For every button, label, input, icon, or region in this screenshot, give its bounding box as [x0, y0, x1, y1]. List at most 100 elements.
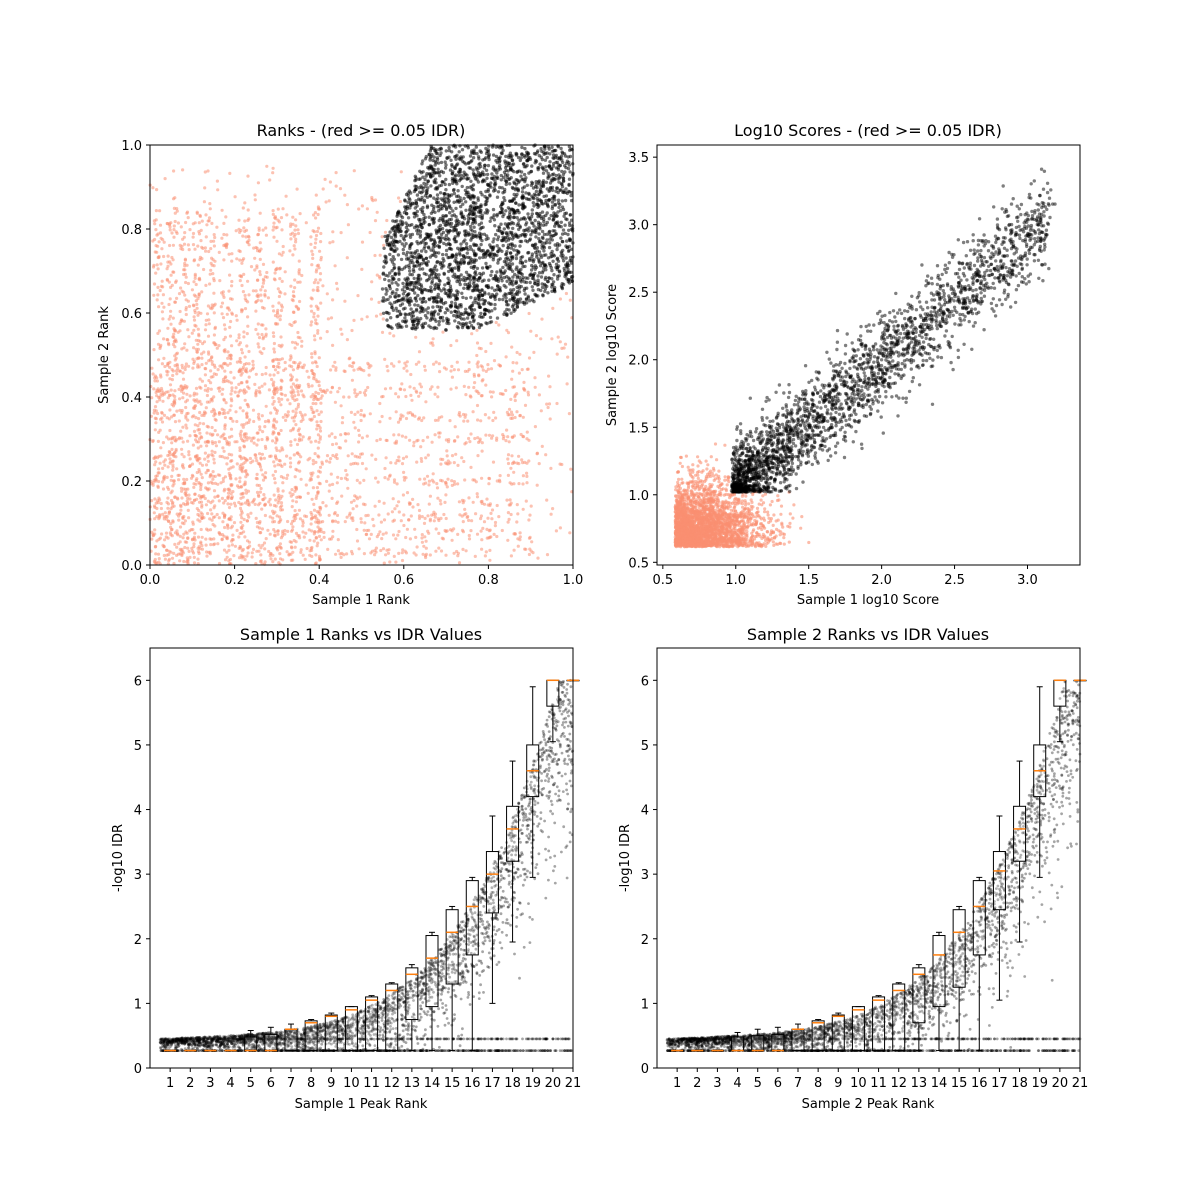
failing-point	[154, 209, 158, 213]
failing-point	[562, 346, 566, 350]
passing-point	[484, 321, 488, 325]
failing-point	[200, 290, 204, 294]
failing-point	[315, 427, 319, 431]
failing-point	[406, 411, 410, 415]
failing-point	[175, 372, 179, 376]
failing-point	[392, 364, 396, 368]
failing-point	[267, 549, 271, 554]
failing-point	[165, 475, 169, 479]
failing-point	[283, 270, 287, 274]
failing-point	[184, 280, 188, 285]
failing-point	[378, 437, 382, 441]
passing-point	[422, 200, 427, 204]
failing-point	[271, 439, 275, 443]
failing-point	[223, 437, 227, 441]
failing-point	[331, 442, 335, 447]
failing-point	[151, 439, 155, 444]
failing-point	[426, 514, 430, 518]
failing-point	[476, 360, 480, 364]
failing-point	[187, 450, 191, 454]
failing-point	[370, 197, 374, 201]
failing-point	[167, 549, 171, 553]
failing-point	[195, 507, 199, 511]
passing-point	[411, 201, 415, 205]
passing-point	[476, 247, 481, 251]
failing-point	[257, 345, 261, 349]
failing-point	[158, 288, 162, 293]
failing-point	[278, 266, 282, 270]
failing-point	[513, 415, 517, 420]
failing-point	[245, 240, 249, 244]
failing-point	[242, 388, 246, 392]
failing-point	[480, 501, 484, 505]
failing-point	[277, 431, 281, 435]
failing-point	[281, 244, 285, 249]
failing-point	[277, 252, 281, 256]
failing-point	[175, 545, 179, 549]
failing-point	[419, 385, 423, 389]
failing-point	[346, 454, 350, 458]
passing-point	[495, 270, 499, 274]
failing-point	[335, 501, 339, 505]
passing-point	[413, 184, 417, 188]
failing-point	[307, 437, 311, 441]
passing-point	[537, 179, 541, 183]
failing-point	[290, 298, 294, 302]
failing-point	[457, 561, 462, 565]
failing-point	[184, 306, 188, 310]
failing-point	[321, 284, 325, 288]
failing-point	[311, 486, 315, 490]
failing-point	[333, 264, 337, 268]
failing-point	[179, 429, 183, 433]
failing-point	[179, 486, 183, 490]
failing-point	[209, 537, 213, 541]
failing-point	[353, 494, 357, 498]
failing-point	[166, 485, 170, 489]
failing-point	[263, 289, 267, 293]
passing-point	[465, 316, 470, 320]
failing-point	[374, 314, 379, 318]
failing-point	[223, 423, 227, 427]
failing-point	[163, 557, 167, 561]
failing-point	[242, 555, 246, 559]
failing-point	[214, 418, 218, 422]
failing-point	[274, 267, 278, 271]
failing-point	[202, 410, 207, 414]
failing-point	[533, 425, 538, 429]
failing-point	[179, 508, 183, 512]
failing-point	[467, 533, 471, 538]
failing-point	[261, 281, 265, 285]
failing-point	[424, 552, 428, 557]
failing-point	[294, 485, 298, 489]
failing-point	[238, 356, 242, 361]
failing-point	[325, 388, 329, 392]
failing-point	[205, 400, 209, 404]
failing-point	[336, 538, 340, 542]
failing-point	[242, 226, 246, 230]
failing-point	[454, 386, 458, 390]
failing-point	[537, 462, 541, 466]
failing-point	[419, 457, 423, 461]
passing-point	[536, 203, 540, 207]
failing-point	[386, 477, 390, 481]
passing-point	[454, 219, 458, 223]
failing-point	[314, 402, 318, 406]
failing-point	[260, 332, 264, 337]
failing-point	[273, 557, 277, 561]
failing-point	[215, 179, 219, 183]
failing-point	[151, 483, 155, 487]
ranks-title: Ranks - (red >= 0.05 IDR)	[257, 121, 466, 140]
failing-point	[191, 520, 195, 524]
failing-point	[285, 476, 289, 480]
failing-point	[506, 331, 511, 335]
passing-point	[526, 158, 530, 162]
passing-point	[471, 188, 476, 192]
failing-point	[501, 433, 505, 437]
failing-point	[306, 382, 310, 386]
failing-point	[382, 243, 386, 247]
failing-point	[188, 555, 192, 560]
passing-point	[422, 296, 426, 301]
failing-point	[205, 554, 209, 558]
failing-point	[199, 311, 203, 315]
failing-point	[427, 531, 431, 535]
